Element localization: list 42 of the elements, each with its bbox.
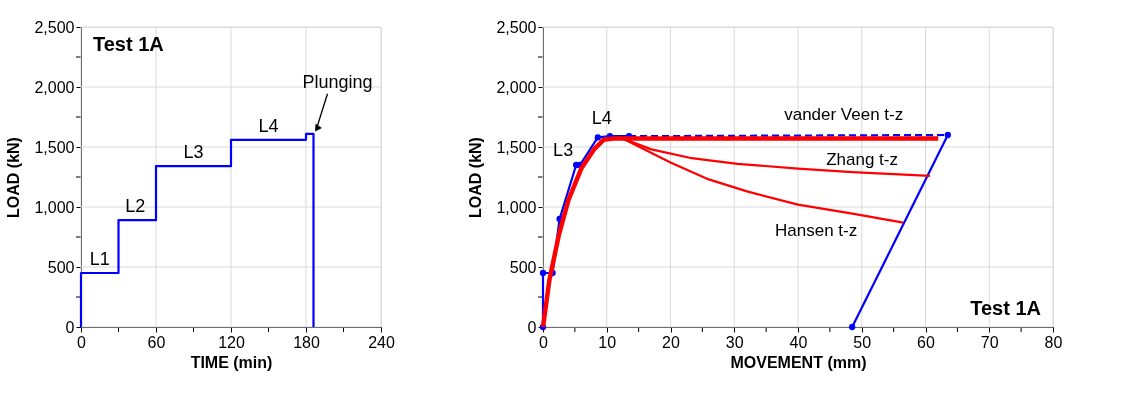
annotation: L1 <box>89 249 110 269</box>
x-tick-label: 240 <box>368 333 395 351</box>
y-tick-label: 2,000 <box>496 78 537 96</box>
y-axis-title: LOAD (kN) <box>467 137 485 218</box>
x-tick-label: 120 <box>218 333 245 351</box>
y-tick-label: 0 <box>65 318 75 336</box>
x-tick-label: 30 <box>725 333 744 351</box>
y-tick-label: 1,000 <box>496 198 537 216</box>
x-axis-title: TIME (min) <box>190 353 273 371</box>
y-tick-label: 1,000 <box>34 198 75 216</box>
y-axis-title: LOAD (kN) <box>5 137 23 218</box>
annotation: L4 <box>591 108 612 129</box>
y-tick-label: 1,500 <box>496 138 537 156</box>
annotation: Test 1A <box>970 297 1041 319</box>
y-tick-label: 2,500 <box>34 18 75 36</box>
annotation: L2 <box>125 196 146 217</box>
x-tick-label: 50 <box>853 333 872 351</box>
x-tick-label: 180 <box>293 333 320 351</box>
y-tick-label: 500 <box>47 258 75 276</box>
annotation: Test 1A <box>93 33 164 55</box>
x-tick-label: 40 <box>789 333 808 351</box>
annotation: L3 <box>183 142 204 163</box>
x-axis-title: MOVEMENT (mm) <box>730 353 867 371</box>
x-tick-label: 80 <box>1044 333 1063 351</box>
annotation: Plunging <box>302 71 373 92</box>
y-tick-label: 1,500 <box>34 138 75 156</box>
x-tick-label: 60 <box>917 333 935 351</box>
y-tick-label: 2,000 <box>34 78 75 96</box>
annotation: L4 <box>258 115 279 136</box>
series-label: Zhang t-z <box>826 149 898 169</box>
y-tick-label: 0 <box>527 318 537 336</box>
x-tick-label: 70 <box>980 333 999 351</box>
x-tick-label: 10 <box>598 333 617 351</box>
series-label: Hansen t-z <box>774 220 858 240</box>
x-tick-label: 0 <box>539 333 549 351</box>
annotation: L3 <box>553 140 574 160</box>
x-tick-label: 0 <box>77 333 87 351</box>
y-tick-label: 2,500 <box>496 18 537 36</box>
series-label: vander Veen t-z <box>784 104 904 124</box>
x-tick-label: 60 <box>147 333 166 351</box>
x-tick-label: 20 <box>662 333 680 351</box>
y-tick-label: 500 <box>509 258 537 276</box>
